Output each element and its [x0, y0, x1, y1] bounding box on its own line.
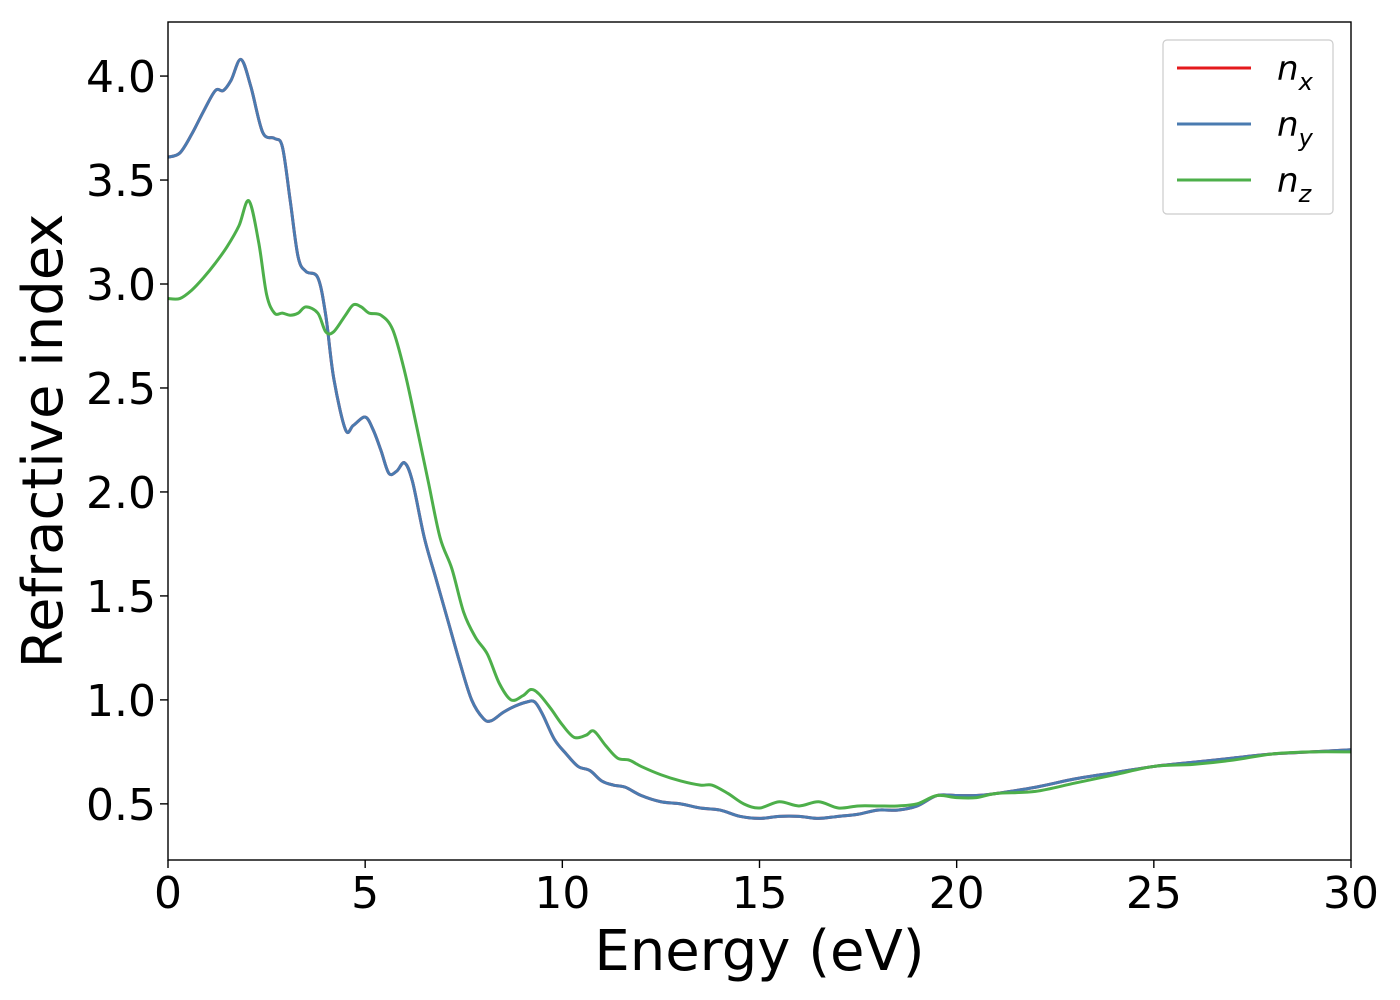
x-axis-ticks: 0 5 10 15 20 25 30: [154, 860, 1379, 919]
plot-lines: [168, 57, 1351, 820]
x-tick-label: 30: [1323, 868, 1379, 919]
y-tick-label: 2.5: [86, 364, 156, 415]
legend: nx ny nz: [1162, 39, 1334, 215]
y-tick-label: 3.0: [86, 260, 156, 311]
x-tick-label: 0: [154, 868, 182, 919]
x-tick-label: 15: [732, 868, 788, 919]
y-tick-label: 3.5: [86, 156, 156, 207]
y-tick-label: 2.0: [86, 468, 156, 519]
series-line-z: [168, 199, 1351, 810]
x-tick-label: 10: [534, 868, 590, 919]
y-tick-label: 1.0: [86, 676, 156, 727]
y-axis-label: Refractive index: [11, 214, 76, 669]
legend-label-y: ny: [1277, 105, 1314, 152]
legend-box: [1162, 39, 1334, 215]
y-tick-label: 1.5: [86, 572, 156, 623]
legend-label-z: nz: [1277, 161, 1313, 208]
y-tick-label: 0.5: [86, 780, 156, 831]
legend-label-x: nx: [1277, 49, 1314, 96]
x-axis-label: Energy (eV): [594, 919, 924, 984]
y-tick-label: 4.0: [86, 52, 156, 103]
y-axis-ticks: 0.5 1.0 1.5 2.0 2.5 3.0 3.5 4.0: [86, 52, 168, 831]
x-tick-label: 5: [351, 868, 379, 919]
x-tick-label: 25: [1126, 868, 1182, 919]
x-tick-label: 20: [929, 868, 985, 919]
